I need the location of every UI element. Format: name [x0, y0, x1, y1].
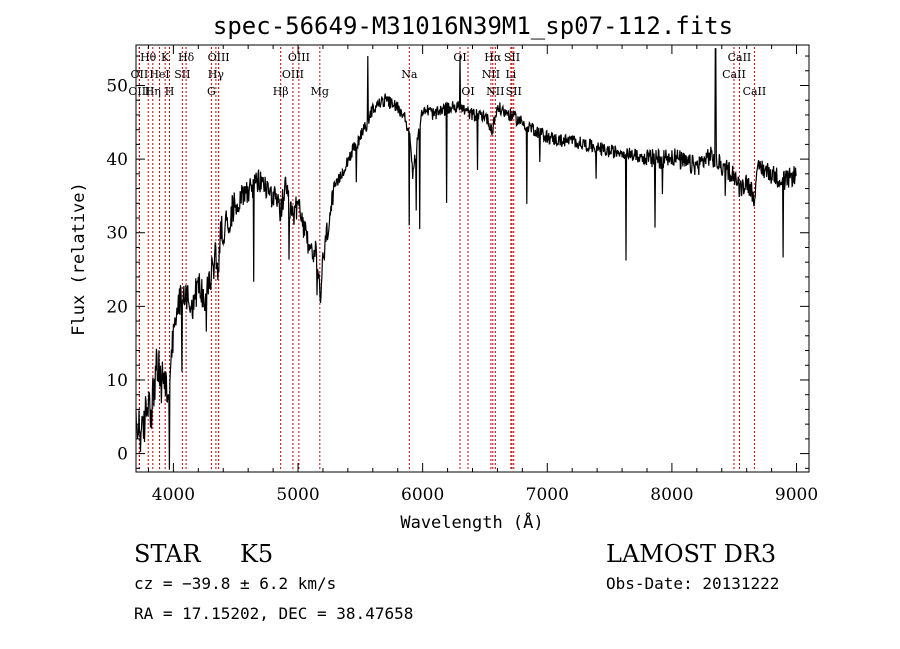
line-marker-label: H: [165, 85, 175, 98]
line-marker-label: CaII: [743, 85, 767, 98]
line-marker-label: OIII: [208, 51, 230, 64]
line-marker-labels: Hθ OII OIII K HeI Hη Hδ SII H OIII Hγ G OIII OIII Hβ Mg…: [128, 51, 766, 98]
x-tick-label: 7000: [526, 485, 569, 505]
chart-title: spec-56649-M31016N39M1_sp07-112.fits: [213, 12, 733, 40]
line-marker-label: Hδ: [178, 51, 195, 64]
spectrum-line: [135, 48, 797, 470]
line-marker-label: NII: [486, 85, 504, 98]
line-marker-label: Hγ: [208, 68, 225, 81]
y-axis-label: Flux (relative): [69, 182, 89, 336]
line-marker-label: CaII: [728, 51, 752, 64]
x-tick-label: 9000: [775, 485, 818, 505]
y-axis: 0 10 20 30 40 50: [106, 55, 809, 469]
y-tick-label: 40: [106, 150, 128, 170]
observation-date: Obs-Date: 20131222: [606, 574, 780, 593]
line-marker-label: Mg: [311, 85, 329, 98]
x-axis: 4000 5000 6000 7000 8000 9000: [147, 45, 818, 505]
line-marker-label: K: [161, 51, 170, 64]
line-marker-label: Hη: [145, 85, 161, 98]
coordinates: RA = 17.15202, DEC = 38.47658: [134, 604, 414, 623]
line-marker-label: Hβ: [273, 85, 289, 98]
x-tick-label: 5000: [276, 485, 319, 505]
line-marker-label: SII: [504, 51, 520, 64]
line-markers: [138, 47, 755, 471]
x-tick-label: 6000: [401, 485, 444, 505]
redshift-cz: cz = −39.8 ± 6.2 km/s: [134, 574, 337, 593]
y-tick-label: 20: [106, 297, 128, 317]
line-marker-label: OIII: [288, 51, 310, 64]
x-tick-label: 4000: [152, 485, 195, 505]
line-marker-label: Hθ: [140, 51, 157, 64]
line-marker-label: OIII: [128, 85, 150, 98]
line-marker-label: SII: [174, 68, 190, 81]
object-class: STAR: [134, 540, 201, 568]
plot-frame: [135, 44, 810, 473]
line-marker-label: OII: [131, 68, 149, 81]
object-subclass: K5: [240, 540, 274, 568]
y-tick-label: 10: [106, 371, 128, 391]
y-tick-label: 50: [106, 76, 128, 96]
line-marker-label: HeI: [149, 68, 169, 81]
line-marker-label: NII: [482, 68, 500, 81]
line-marker-label: SII: [506, 85, 522, 98]
line-marker-label: G: [207, 85, 216, 98]
line-marker-label: Na: [401, 68, 418, 81]
y-tick-label: 0: [117, 445, 128, 465]
line-marker-label: Li: [505, 68, 516, 81]
survey-name: LAMOST DR3: [606, 540, 777, 568]
line-marker-label: CaII: [722, 68, 746, 81]
line-marker-label: OIII: [282, 68, 304, 81]
line-marker-label: OI: [461, 85, 474, 98]
line-marker-label: Hα: [484, 51, 502, 64]
x-tick-label: 8000: [650, 485, 693, 505]
x-axis-label: Wavelength (Å): [400, 511, 543, 533]
y-tick-label: 30: [106, 224, 128, 244]
